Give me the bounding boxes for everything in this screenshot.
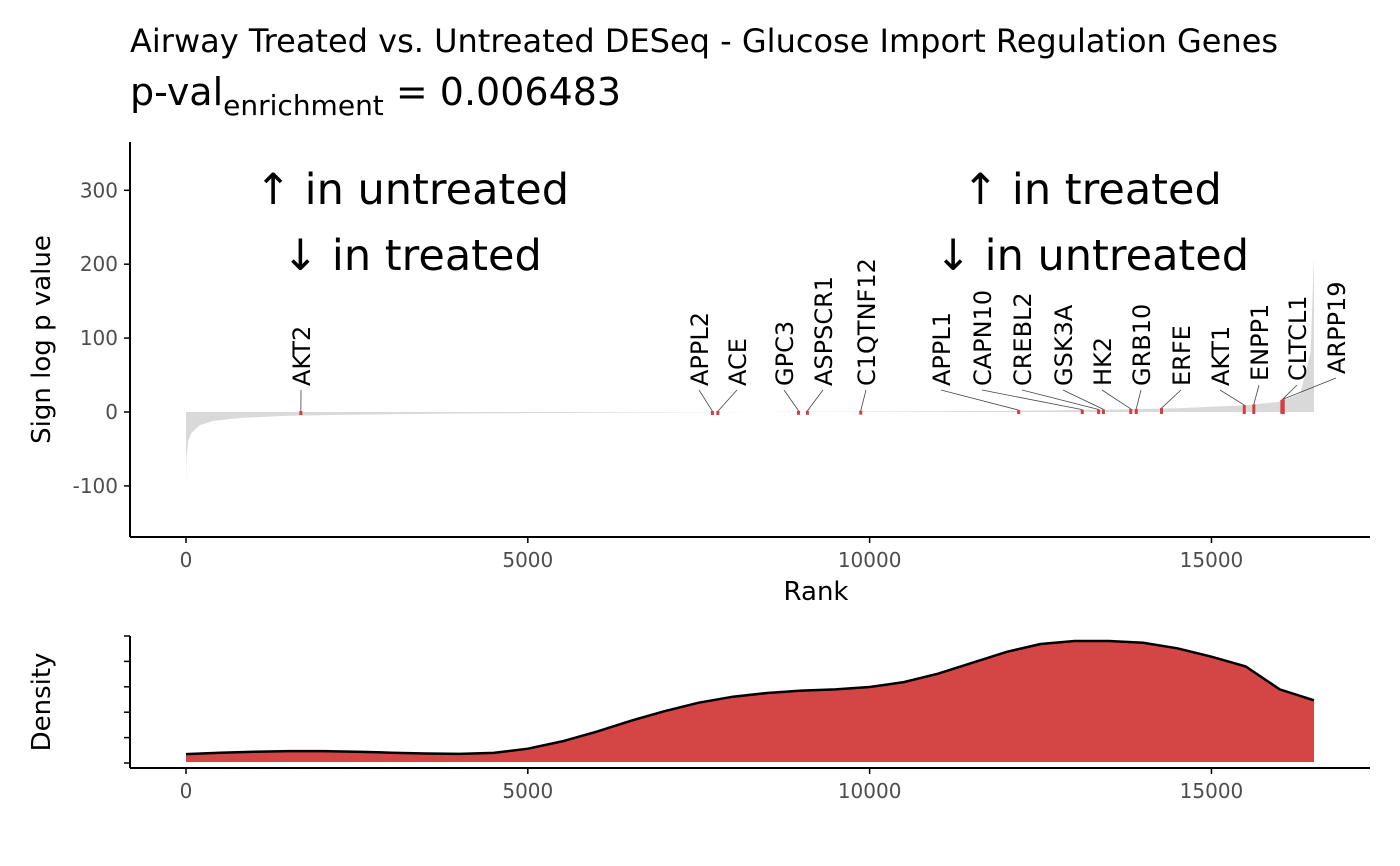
- gene-leader-line: [981, 389, 1083, 411]
- gene-leader-line: [698, 389, 713, 412]
- gene-label: CAPN10: [969, 290, 997, 386]
- gene-hit-marker: [805, 410, 809, 415]
- subtitle-suffix: = 0.006483: [383, 70, 622, 114]
- subtitle-subscript: enrichment: [223, 89, 384, 122]
- direction-annotation-right-line-1: ↑ in treated: [962, 165, 1222, 215]
- density-line: [185, 639, 1315, 756]
- gene-label: ASPSCR1: [810, 276, 838, 386]
- gene-hit-marker: [1134, 408, 1138, 414]
- gene-label: APPL1: [928, 312, 956, 386]
- bottom-x-tick-label: 0: [180, 779, 193, 803]
- gene-label: GSK3A: [1050, 304, 1078, 386]
- top-x-tick-label: 5000: [502, 548, 553, 572]
- gene-hit-marker: [1129, 408, 1133, 414]
- gene-leader-line: [1062, 389, 1104, 410]
- gene-hit-marker: [1097, 409, 1101, 414]
- gene-leader-line: [1253, 384, 1260, 405]
- top-x-tick-label: 15000: [1180, 548, 1244, 572]
- gene-leader-line: [1219, 389, 1245, 406]
- direction-annotation-left-line-2: ↓ in treated: [282, 231, 542, 281]
- gene-label: GPC3: [771, 321, 799, 386]
- gene-hit-marker: [1252, 404, 1256, 414]
- gene-leader-line: [807, 389, 824, 412]
- top-y-tick-label: 100: [80, 326, 118, 350]
- gene-label: AKT2: [288, 326, 316, 386]
- gene-leader-line: [1281, 384, 1298, 401]
- gene-label: ENPP1: [1246, 304, 1274, 381]
- gene-leader-line: [1161, 389, 1182, 409]
- gene-hit-marker: [1281, 399, 1285, 414]
- chart-title: Airway Treated vs. Untreated DESeq - Glu…: [130, 22, 1279, 60]
- gene-label: GRB10: [1128, 304, 1156, 386]
- gene-label: AKT1: [1207, 326, 1235, 386]
- gene-label: CREBL2: [1009, 292, 1037, 386]
- gene-hit-marker: [1017, 410, 1021, 415]
- bottom-x-tick-label: 10000: [838, 779, 902, 803]
- bottom-y-axis-title: Density: [27, 653, 57, 752]
- gene-hit-marker: [299, 411, 303, 415]
- gene-leader-line: [1283, 377, 1337, 400]
- gene-label: HK2: [1089, 337, 1117, 386]
- subtitle-prefix: p-val: [130, 70, 224, 114]
- gene-hit-marker: [1242, 405, 1246, 414]
- gene-leader-line: [1021, 389, 1099, 410]
- top-x-axis-title: Rank: [784, 577, 849, 607]
- top-y-tick-label: 0: [105, 400, 118, 424]
- gene-label: C1QTNF12: [853, 258, 881, 386]
- bottom-x-tick-label: 15000: [1180, 779, 1244, 803]
- gene-hit-marker: [859, 410, 863, 415]
- gene-label: ERFE: [1168, 325, 1196, 386]
- bottom-x-tick-label: 5000: [502, 779, 553, 803]
- gene-leader-line: [717, 389, 738, 412]
- chart-subtitle: p-valenrichment = 0.006483: [130, 70, 621, 122]
- gene-leader-line: [940, 389, 1019, 411]
- gene-hit-marker: [716, 411, 720, 415]
- top-y-tick-label: -100: [73, 474, 118, 498]
- top-y-tick-label: 200: [80, 252, 118, 276]
- gene-hit-marker: [797, 410, 801, 415]
- gene-label: CLTCL1: [1284, 296, 1312, 381]
- gene-hit-marker: [710, 411, 714, 415]
- gene-hit-marker: [1101, 409, 1105, 414]
- top-y-axis-title: Sign log p value: [27, 235, 57, 444]
- top-x-tick-label: 10000: [838, 548, 902, 572]
- gene-hit-marker: [1080, 409, 1084, 414]
- gene-leader-line: [783, 389, 799, 412]
- gene-leader-line: [860, 389, 867, 411]
- top-y-tick-label: 300: [80, 178, 118, 202]
- gene-hit-marker: [1160, 408, 1164, 414]
- direction-annotation-right-line-2: ↓ in untreated: [935, 231, 1249, 281]
- gene-label: APPL2: [686, 312, 714, 386]
- direction-annotation-left-line-1: ↑ in untreated: [255, 165, 569, 215]
- density-area: [186, 641, 1314, 762]
- gene-label: ACE: [724, 338, 752, 386]
- top-x-tick-label: 0: [180, 548, 193, 572]
- gene-leader-line: [1101, 389, 1132, 410]
- gene-leader-line: [1135, 389, 1142, 409]
- gene-label: ARPP19: [1323, 281, 1351, 374]
